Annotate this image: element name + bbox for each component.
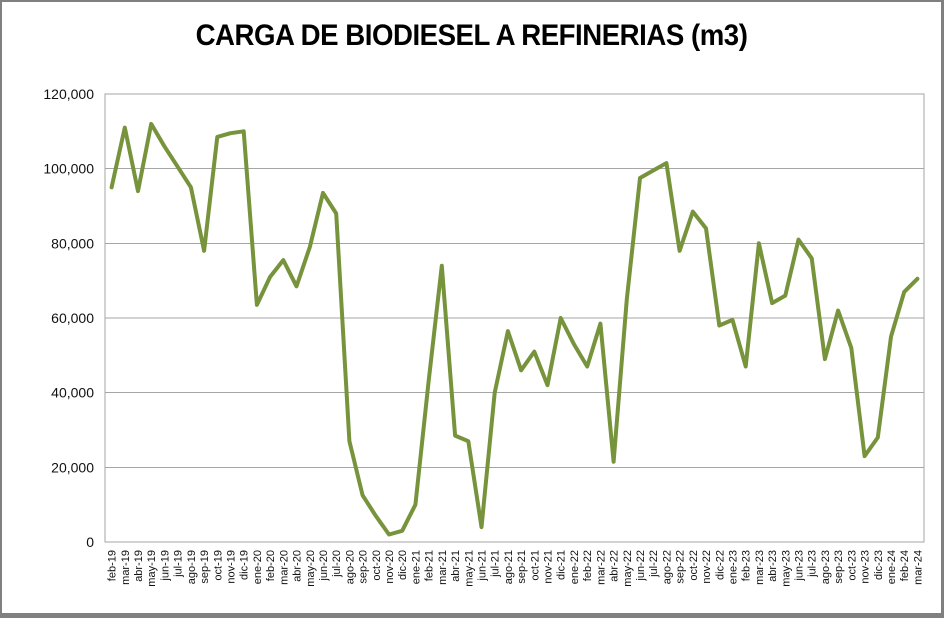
- x-axis-tick-label: jun-19: [159, 550, 171, 582]
- x-axis-tick-label: jul-20: [331, 550, 343, 578]
- x-axis-tick-label: feb-20: [265, 550, 277, 581]
- series-line: [109, 121, 920, 537]
- x-axis-tick-label: nov-20: [384, 550, 396, 584]
- x-axis-tick-label: ene-20: [252, 550, 264, 584]
- x-axis-tick-label: sep-19: [199, 550, 211, 584]
- x-axis-tick-label: mar-23: [754, 550, 766, 585]
- x-axis-tick-label: may-20: [305, 550, 317, 587]
- x-axis-tick-label: may-19: [146, 550, 158, 587]
- x-axis-tick-label: jul-22: [648, 550, 660, 578]
- x-axis-tick-label: dic-20: [397, 550, 409, 580]
- x-axis-tick-label: sep-23: [833, 550, 845, 584]
- x-axis-tick-label: oct-22: [688, 550, 700, 581]
- x-axis-tick-label: abr-21: [450, 550, 462, 582]
- x-axis-tick-label: jul-23: [807, 550, 819, 578]
- x-axis-tick-label: may-22: [622, 550, 634, 587]
- x-axis-tick-label: feb-24: [899, 550, 911, 581]
- y-axis-tick-label: 20,000: [51, 459, 94, 475]
- x-axis-tick-label: sep-22: [675, 550, 687, 584]
- x-axis-tick-label: may-21: [463, 550, 475, 587]
- x-axis-tick-label: ago-19: [186, 550, 198, 584]
- y-axis-tick-label: 100,000: [43, 161, 94, 177]
- x-axis-tick-label: dic-23: [873, 550, 885, 580]
- x-axis-tick-label: jul-19: [173, 550, 185, 578]
- x-axis-tick-label: mar-24: [912, 550, 924, 585]
- y-axis-tick-label: 60,000: [51, 310, 94, 326]
- x-axis-tick-label: abr-19: [133, 550, 145, 582]
- x-axis-tick-label: feb-23: [741, 550, 753, 581]
- x-axis-tick-label: ene-23: [727, 550, 739, 584]
- x-axis-tick-label: mar-19: [120, 550, 132, 585]
- x-axis-tick-label: dic-21: [556, 550, 568, 580]
- x-axis-tick-label: oct-20: [371, 550, 383, 581]
- y-axis-tick-label: 40,000: [51, 385, 94, 401]
- x-axis-tick-label: oct-23: [846, 550, 858, 581]
- x-axis-tick-label: ago-21: [503, 550, 515, 584]
- x-axis-tick-label: abr-22: [609, 550, 621, 582]
- x-axis-tick-label: jun-21: [476, 550, 488, 582]
- y-axis-tick-label: 0: [86, 534, 94, 550]
- y-axis-tick-label: 80,000: [51, 235, 94, 251]
- x-axis-tick-label: feb-21: [424, 550, 436, 581]
- x-axis-tick-label: jun-20: [318, 550, 330, 582]
- x-axis-tick-label: ene-24: [886, 550, 898, 584]
- x-axis-tick-label: mar-21: [437, 550, 449, 585]
- x-axis-tick-label: ene-22: [569, 550, 581, 584]
- x-axis-tick-label: ago-20: [344, 550, 356, 584]
- x-axis-tick-label: nov-19: [225, 550, 237, 584]
- x-axis-tick-label: jun-22: [635, 550, 647, 582]
- x-axis-tick-label: nov-23: [860, 550, 872, 584]
- x-axis-tick-label: nov-21: [543, 550, 555, 584]
- x-axis-tick-label: feb-22: [582, 550, 594, 581]
- x-axis-tick-label: sep-20: [358, 550, 370, 584]
- x-axis-tick-label: dic-19: [239, 550, 251, 580]
- x-axis-tick-label: abr-20: [292, 550, 304, 582]
- x-axis-tick-label: mar-20: [278, 550, 290, 585]
- x-axis-tick-label: oct-19: [212, 550, 224, 581]
- x-axis-tick-label: dic-22: [714, 550, 726, 580]
- x-axis-tick-label: ago-23: [820, 550, 832, 584]
- plot-border: [104, 93, 925, 543]
- x-axis-tick-label: ene-21: [410, 550, 422, 584]
- y-axis-tick-label: 120,000: [43, 86, 94, 102]
- x-axis-tick-label: feb-19: [107, 550, 119, 581]
- x-axis-tick-label: sep-21: [516, 550, 528, 584]
- x-axis-tick-label: mar-22: [595, 550, 607, 585]
- x-axis-tick-label: ago-22: [661, 550, 673, 584]
- x-axis-tick-label: may-23: [780, 550, 792, 587]
- chart-title: CARGA DE BIODIESEL A REFINERIAS (m3): [195, 19, 748, 52]
- x-axis-tick-label: oct-21: [529, 550, 541, 581]
- x-axis-tick-label: jun-23: [794, 550, 806, 582]
- x-axis-tick-label: jul-21: [490, 550, 502, 578]
- x-axis-tick-label: nov-22: [701, 550, 713, 584]
- x-axis-tick-label: abr-23: [767, 550, 779, 582]
